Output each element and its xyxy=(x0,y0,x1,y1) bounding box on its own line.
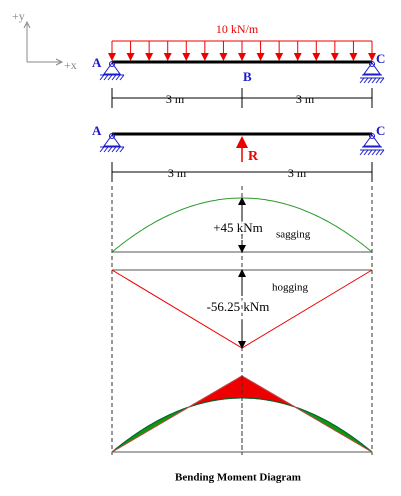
reaction-label: R xyxy=(248,149,259,164)
support-hatch xyxy=(375,77,381,84)
support xyxy=(103,62,121,75)
support-hatch xyxy=(119,74,125,81)
support-hatch xyxy=(115,146,121,153)
moment-label: -56.25 kNm xyxy=(207,299,270,314)
support xyxy=(103,134,121,147)
span-label: 3 m xyxy=(168,166,187,180)
axes-icon xyxy=(23,20,64,66)
support-hatch xyxy=(363,77,369,84)
support-hatch xyxy=(111,146,117,153)
dimension-line xyxy=(111,88,373,108)
y-axis-label: +y xyxy=(12,9,25,23)
support-hatch xyxy=(379,149,385,156)
support-hatch xyxy=(359,77,365,84)
diagram-label: hogging xyxy=(272,282,309,294)
node-label: C xyxy=(376,123,385,138)
support-hatch xyxy=(363,149,369,156)
support-hatch xyxy=(99,74,105,81)
node-label: A xyxy=(92,123,102,138)
caption: Bending Moment Diagram xyxy=(175,472,301,484)
node-label: B xyxy=(243,69,252,84)
support-hatch xyxy=(359,149,365,156)
support-pin xyxy=(109,133,115,139)
support-hatch xyxy=(115,74,121,81)
node-label: C xyxy=(376,51,385,66)
support-hatch xyxy=(107,146,113,153)
span-label: 3 m xyxy=(166,92,185,106)
support xyxy=(363,134,381,147)
support-pin xyxy=(369,61,375,67)
support-pin xyxy=(369,133,375,139)
support-hatch xyxy=(103,146,109,153)
support-hatch xyxy=(99,146,105,153)
distributed-load xyxy=(108,40,376,61)
support-hatch xyxy=(119,146,125,153)
support-hatch xyxy=(103,74,109,81)
combined-diagram xyxy=(111,375,373,455)
support-hatch xyxy=(371,77,377,84)
node-label: A xyxy=(92,55,102,70)
supports xyxy=(99,61,385,156)
diagram-label: sagging xyxy=(276,229,311,241)
load-label: 10 kN/m xyxy=(216,22,259,36)
support-hatch xyxy=(367,149,373,156)
support-hatch xyxy=(367,77,373,84)
span-label: 3 m xyxy=(296,92,315,106)
span-label: 3 m xyxy=(288,166,307,180)
dimension-line xyxy=(111,162,373,182)
support-hatch xyxy=(379,77,385,84)
x-axis-label: +x xyxy=(64,58,77,72)
moment-label: +45 kNm xyxy=(213,220,263,235)
support-hatch xyxy=(107,74,113,81)
support xyxy=(363,62,381,75)
support-hatch xyxy=(111,74,117,81)
support-hatch xyxy=(371,149,377,156)
support-pin xyxy=(109,61,115,67)
support-hatch xyxy=(375,149,381,156)
